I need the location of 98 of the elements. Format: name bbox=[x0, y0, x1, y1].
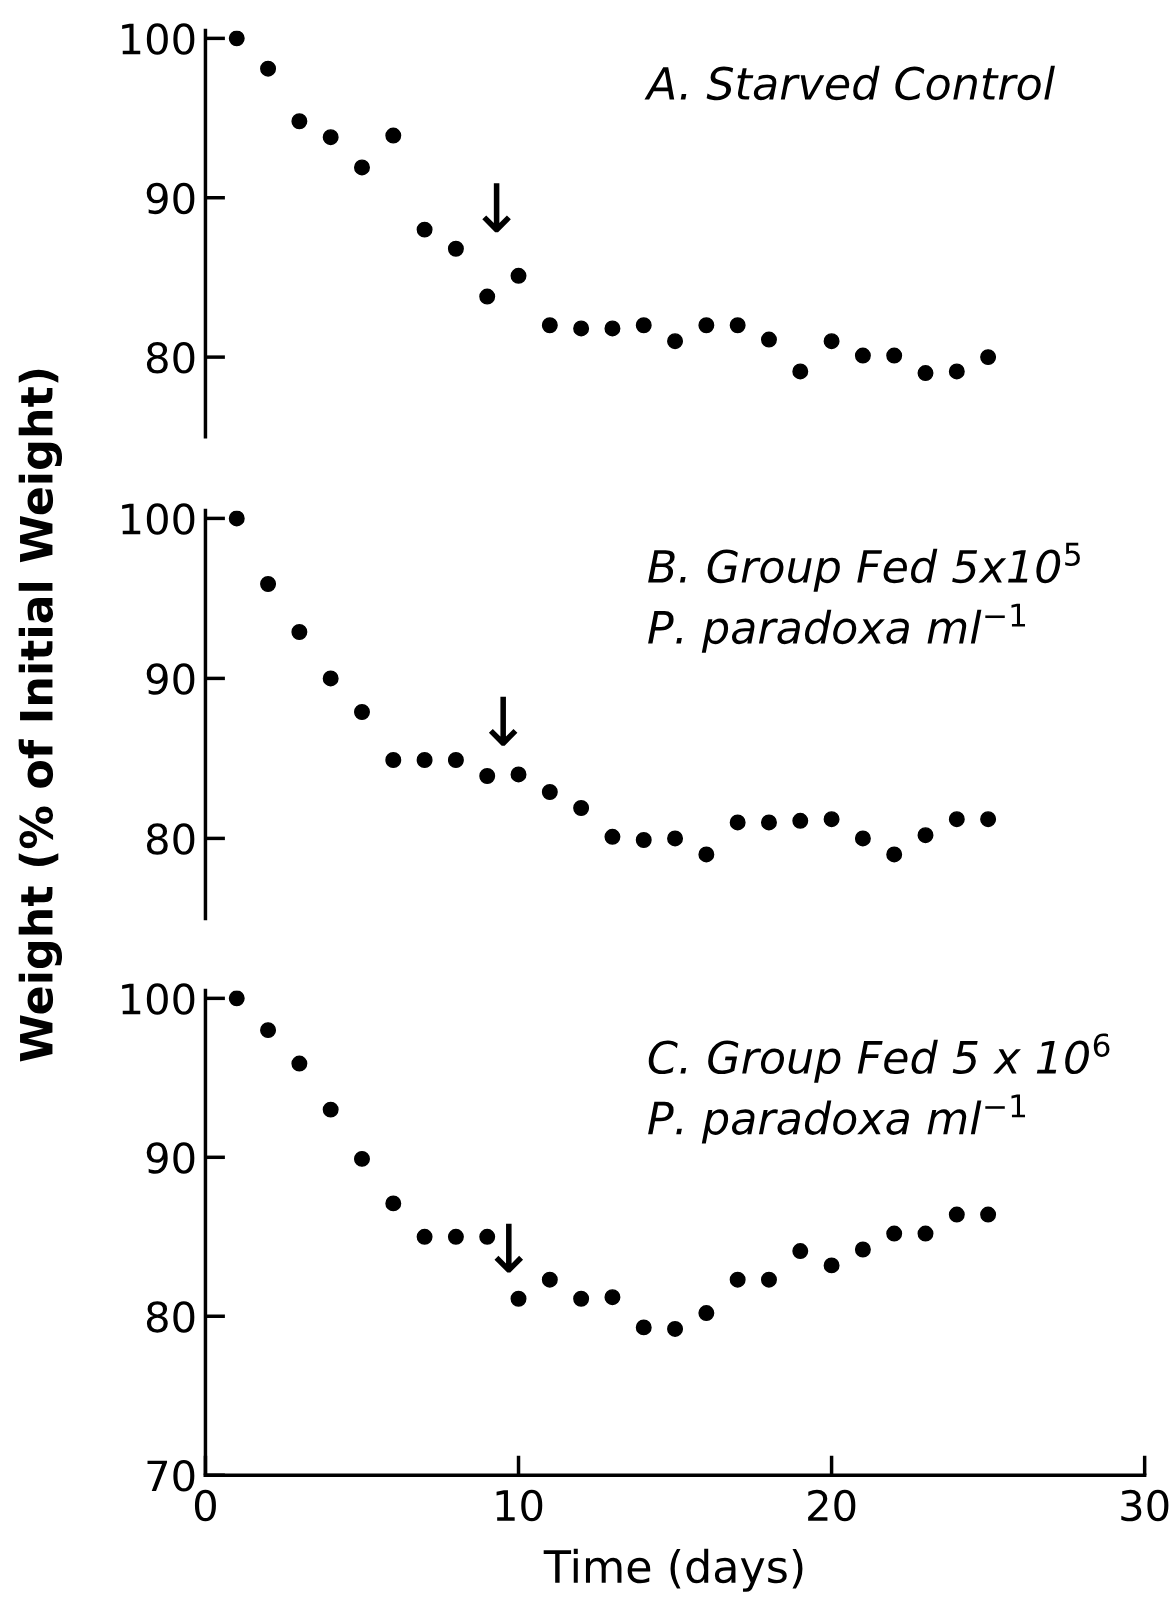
point bbox=[573, 1290, 590, 1307]
point bbox=[980, 811, 997, 828]
point bbox=[698, 846, 715, 863]
point bbox=[479, 768, 496, 784]
y-tick-label: 100 bbox=[122, 503, 195, 535]
point bbox=[510, 766, 527, 783]
point bbox=[385, 752, 402, 768]
x-tick-label: 10 bbox=[496, 1489, 543, 1522]
point bbox=[573, 800, 590, 816]
point bbox=[886, 347, 903, 364]
point bbox=[354, 704, 370, 720]
point bbox=[604, 1289, 621, 1306]
annotation: ↓ bbox=[494, 1223, 524, 1273]
point bbox=[447, 240, 464, 257]
y-tick-label: 90 bbox=[146, 182, 195, 215]
point bbox=[667, 1320, 684, 1337]
y-tick-label: 80 bbox=[146, 823, 195, 855]
point bbox=[760, 1271, 777, 1288]
annotation: P. paradoxa ml$^{−1}$ bbox=[648, 1094, 1026, 1144]
point bbox=[729, 1271, 746, 1288]
point bbox=[886, 1225, 903, 1242]
point bbox=[667, 830, 684, 847]
point bbox=[635, 1319, 652, 1336]
point bbox=[917, 365, 934, 382]
point bbox=[479, 288, 496, 305]
y-tick-label: 100 bbox=[122, 23, 195, 55]
point bbox=[854, 347, 871, 364]
point bbox=[228, 990, 245, 1007]
annotation: ↓ bbox=[482, 183, 511, 233]
point bbox=[573, 320, 590, 337]
point bbox=[948, 363, 965, 380]
point bbox=[792, 363, 809, 380]
x-tick-label: 30 bbox=[1121, 1489, 1169, 1522]
point bbox=[260, 1022, 277, 1039]
point bbox=[667, 333, 684, 350]
point bbox=[698, 317, 715, 334]
x-axis-title: Time (days) bbox=[543, 1548, 803, 1592]
y-tick-label: 80 bbox=[146, 342, 195, 374]
point bbox=[823, 1257, 840, 1274]
point bbox=[729, 814, 746, 831]
y-tick-label: 100 bbox=[122, 983, 195, 1015]
point bbox=[385, 127, 402, 144]
annotation: A. Starved Control bbox=[644, 65, 1055, 101]
point bbox=[854, 1241, 871, 1258]
point bbox=[385, 1195, 402, 1212]
point bbox=[604, 320, 621, 337]
point bbox=[416, 221, 433, 238]
point bbox=[228, 510, 245, 527]
y-axis-title: Weight (% of Initial Weight) bbox=[18, 369, 63, 1062]
point bbox=[541, 784, 558, 800]
point bbox=[416, 1228, 433, 1245]
annotation: P. paradoxa ml$^{−1}$ bbox=[648, 603, 1026, 653]
point bbox=[760, 814, 777, 831]
point bbox=[260, 576, 277, 592]
point bbox=[760, 331, 777, 348]
point bbox=[729, 317, 746, 334]
point bbox=[291, 113, 308, 130]
x-tick-label: 0 bbox=[194, 1489, 216, 1522]
point bbox=[604, 828, 621, 845]
point bbox=[354, 159, 370, 176]
point bbox=[948, 811, 965, 828]
point bbox=[291, 624, 308, 640]
point bbox=[635, 832, 652, 848]
y-tick-label: 90 bbox=[146, 1142, 195, 1174]
point bbox=[886, 846, 903, 863]
y-tick-label: 90 bbox=[146, 663, 195, 695]
point bbox=[980, 349, 997, 366]
point bbox=[322, 670, 339, 687]
point bbox=[854, 830, 871, 847]
point bbox=[541, 317, 558, 334]
point bbox=[792, 1243, 809, 1260]
point bbox=[447, 752, 464, 768]
point bbox=[917, 1225, 934, 1242]
point bbox=[510, 267, 527, 284]
point bbox=[698, 1305, 715, 1322]
point bbox=[823, 333, 840, 350]
x-tick-label: 20 bbox=[808, 1489, 856, 1522]
point bbox=[291, 1055, 308, 1072]
annotation: C. Group Fed 5 x 10$^{6}$ bbox=[648, 1033, 1110, 1083]
point bbox=[823, 811, 840, 828]
point bbox=[322, 1101, 339, 1118]
y-tick-label: 80 bbox=[146, 1301, 195, 1333]
annotation: ↓ bbox=[488, 696, 518, 746]
point bbox=[322, 129, 339, 146]
point bbox=[948, 1206, 965, 1223]
point bbox=[541, 1271, 558, 1288]
point bbox=[510, 1290, 527, 1307]
point bbox=[228, 30, 245, 47]
point bbox=[416, 752, 433, 768]
point bbox=[917, 827, 934, 844]
annotation: B. Group Fed 5x10$^{5}$ bbox=[648, 542, 1080, 592]
point bbox=[447, 1228, 464, 1245]
point bbox=[354, 1150, 370, 1167]
point bbox=[980, 1206, 997, 1223]
y-tick-label: 70 bbox=[147, 1460, 195, 1492]
point bbox=[260, 60, 277, 77]
point bbox=[635, 317, 652, 334]
point bbox=[792, 812, 809, 829]
